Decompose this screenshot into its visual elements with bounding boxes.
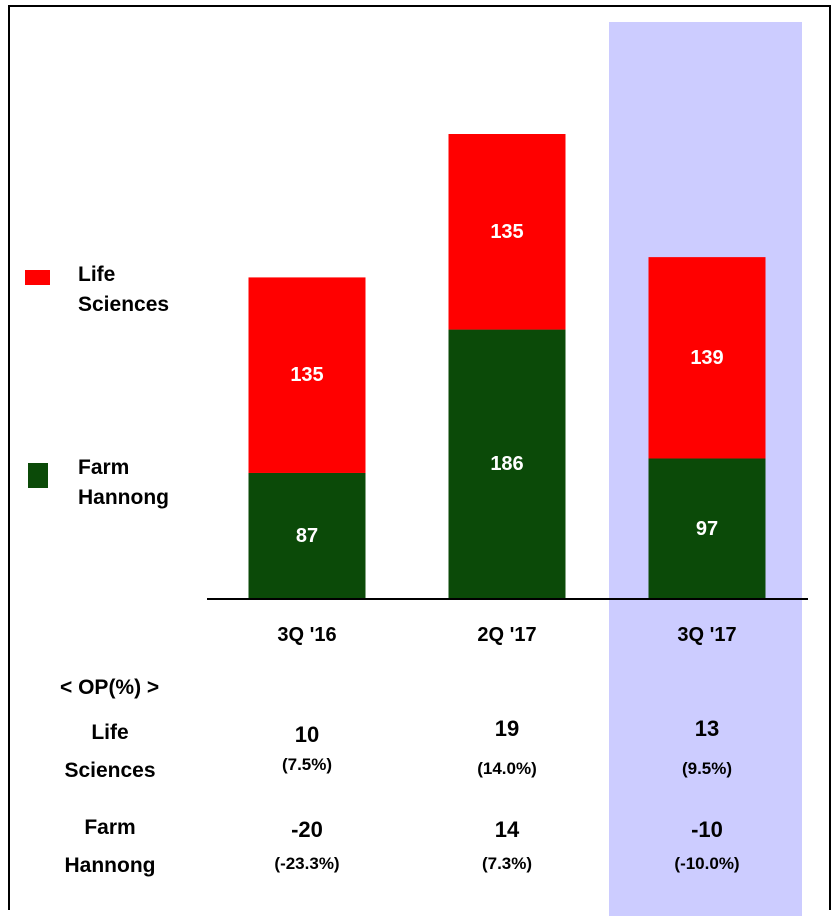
legend-swatch [25, 270, 50, 285]
op-ratio: (7.3%) [481, 854, 533, 873]
legend-swatch [28, 463, 48, 488]
op-value: 19 [494, 716, 520, 741]
op-ratio: (-10.0%) [674, 854, 740, 873]
value-label: 97 [695, 517, 719, 540]
value-label: 87 [295, 524, 319, 547]
op-value: 14 [494, 817, 520, 842]
op-ratio: (9.5%) [681, 759, 733, 778]
row-label: Life Sciences [64, 721, 156, 782]
op-value: 13 [694, 716, 720, 741]
bar-segment [448, 134, 566, 330]
x-tick-label: 3Q '16 [277, 624, 337, 646]
row-label: Farm Hannong [64, 816, 156, 877]
x-tick-label: 2Q '17 [477, 624, 537, 646]
bar-segment [648, 458, 766, 599]
table-title: < OP(%) > [60, 676, 160, 699]
op-ratio: (14.0%) [477, 759, 537, 778]
value-label: 139 [690, 346, 724, 369]
value-label: 135 [490, 220, 524, 243]
value-label: 186 [490, 453, 524, 476]
op-value: -10 [691, 817, 723, 842]
frame [8, 5, 831, 910]
value-label: 135 [290, 364, 324, 387]
bar-segment [248, 472, 366, 599]
bar-segment [248, 277, 366, 473]
legend-label: Farm Hannong [78, 456, 169, 509]
op-ratio: (7.5%) [281, 755, 333, 774]
bar-segment [448, 329, 566, 599]
legend-label: Life Sciences [78, 263, 170, 316]
x-tick-label: 3Q '17 [677, 624, 737, 646]
op-ratio: (-23.3%) [274, 854, 340, 873]
op-value: 10 [294, 722, 320, 747]
bar-segment [648, 257, 766, 459]
op-value: -20 [291, 817, 323, 842]
